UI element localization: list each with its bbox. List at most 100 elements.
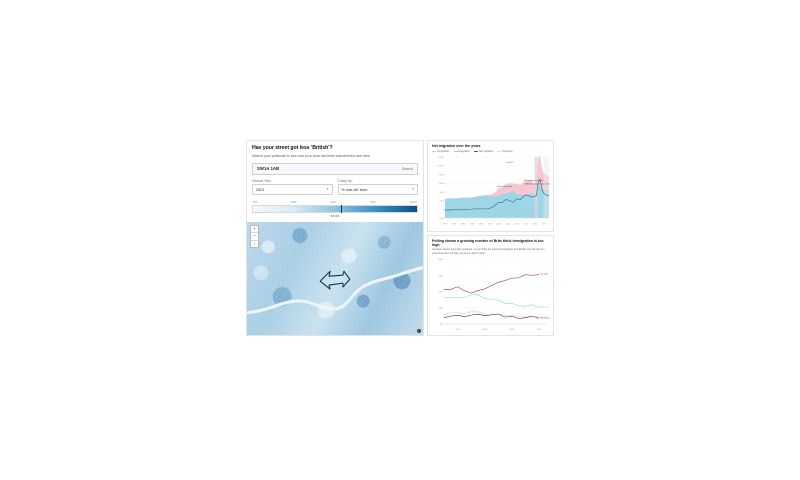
- svg-text:800k: 800k: [439, 174, 445, 176]
- svg-text:About right: About right: [540, 306, 550, 309]
- postcode-input[interactable]: [257, 166, 377, 172]
- svg-text:2010: 2010: [514, 223, 519, 225]
- svg-text:Don't know: Don't know: [540, 316, 550, 319]
- svg-text:Too low: Too low: [540, 317, 547, 319]
- svg-text:1980: 1980: [461, 223, 466, 225]
- svg-text:2026: 2026: [537, 329, 542, 331]
- colour-by-value: % non-UK born: [341, 187, 368, 192]
- polling-question: Question asked: Generally speaking, do y…: [432, 248, 545, 255]
- svg-text:2025: 2025: [541, 223, 546, 225]
- legend-tick: 100%: [409, 200, 417, 205]
- census-year-select[interactable]: 2021 ▾: [252, 184, 333, 196]
- svg-text:80%: 80%: [439, 259, 443, 261]
- legend-swatch-emigration: [453, 151, 458, 153]
- legend-swatch-immigration: [432, 151, 436, 153]
- postcode-explorer-panel: Has your street got less 'British'? Sear…: [246, 140, 424, 336]
- page-subtitle: Search your postcode to see how your are…: [252, 154, 371, 159]
- legend-item: Net migration: [473, 150, 494, 154]
- polling-svg: 80% 60% 40% 20% 0% Too high About right Too low…: [439, 259, 550, 331]
- polling-card: Polling shows a growing number of Brits …: [427, 235, 554, 336]
- locate-me-button[interactable]: ↑: [253, 240, 256, 246]
- svg-text:2020: 2020: [532, 223, 537, 225]
- legend-tick: 0%: [253, 200, 258, 205]
- page-title: Has your street got less 'British'?: [252, 145, 333, 151]
- net-migration-card: Net migration over the years Immigration…: [427, 140, 554, 232]
- svg-text:1970: 1970: [443, 223, 448, 225]
- explorer-controls: Has your street got less 'British'? Sear…: [247, 141, 423, 222]
- dashboard-stage: Has your street got less 'British'? Sear…: [246, 140, 554, 336]
- slider-handle[interactable]: [340, 204, 342, 214]
- legend-item: Emigration: [453, 150, 470, 154]
- svg-text:Too high: Too high: [540, 274, 548, 276]
- svg-text:Brexit referendum: Brexit referendum: [497, 185, 512, 188]
- selected-area-outline: [319, 270, 351, 290]
- map-zoom-controls[interactable]: + − ↑: [250, 224, 259, 249]
- census-year-value: 2021: [256, 187, 265, 192]
- polling-plot: 80% 60% 40% 20% 0% Too high About right Too low…: [432, 256, 550, 332]
- zoom-in-button[interactable]: +: [251, 226, 258, 234]
- svg-text:60%: 60%: [439, 275, 443, 277]
- legend-label: Emigration: [458, 150, 470, 154]
- map-texture: [247, 221, 423, 335]
- map-attribution-icon[interactable]: i: [416, 328, 421, 333]
- svg-text:400k: 400k: [439, 191, 445, 193]
- svg-text:0: 0: [443, 209, 445, 211]
- svg-text:t 906,000 in year to June 2023: t 906,000 in year to June 2023: [524, 182, 550, 185]
- legend-tick: 75%: [370, 200, 376, 205]
- svg-text:40%: 40%: [439, 292, 443, 294]
- polling-title: Polling shows a growing number of Brits …: [432, 239, 544, 248]
- slider-value: 53.4%: [330, 213, 340, 218]
- legend-item: Immigration: [432, 150, 450, 153]
- census-year-label: Census Year:: [252, 178, 272, 183]
- choropleth-map[interactable]: + − ↑ i: [247, 221, 423, 335]
- svg-text:200k: 200k: [439, 200, 445, 202]
- legend-swatch-net-migration: [473, 151, 478, 153]
- zoom-out-button[interactable]: −: [251, 233, 258, 241]
- legend-label: Projection: [502, 150, 513, 154]
- net-migration-title: Net migration over the years: [432, 144, 481, 148]
- charts-panel: Net migration over the years Immigration…: [427, 140, 554, 336]
- census-year-field: Census Year: 2021 ▾: [252, 179, 333, 196]
- svg-text:2024: 2024: [510, 329, 515, 331]
- map-vector-layer: [247, 265, 423, 315]
- legend-tick: 25%: [290, 200, 297, 205]
- legend-label: Net migration: [478, 150, 494, 154]
- colour-scale-legend: 0% 25% 50% 75% 100% 53.4%: [252, 200, 418, 218]
- svg-text:2005: 2005: [505, 223, 510, 225]
- legend-tick-labels: 0% 25% 50% 75% 100%: [252, 200, 418, 204]
- svg-text:0%: 0%: [440, 324, 443, 326]
- svg-text:1995: 1995: [488, 223, 493, 225]
- search-button[interactable]: Search: [401, 166, 413, 171]
- svg-text:20%: 20%: [439, 308, 443, 310]
- svg-text:2015: 2015: [523, 223, 528, 225]
- svg-text:1990: 1990: [479, 223, 484, 225]
- river-thames: [247, 265, 423, 315]
- filter-row: Census Year: 2021 ▾ Colour by: % non-UK …: [252, 179, 418, 196]
- svg-text:Net migration peaked a: Net migration peaked a: [524, 179, 544, 182]
- colour-by-label: Colour by:: [337, 178, 353, 183]
- svg-text:1985: 1985: [470, 223, 475, 225]
- net-migration-plot: 1,200k 1,000k 800k 600k 400k 200k 0 -200k Covid-…: [432, 155, 549, 227]
- net-migration-svg: 1,200k 1,000k 800k 600k 400k 200k 0 -200k Covid-…: [437, 155, 550, 225]
- svg-text:2020: 2020: [455, 329, 460, 331]
- legend-label: Immigration: [437, 150, 450, 154]
- postcode-search-row[interactable]: Search: [252, 162, 418, 175]
- svg-text:1,200k: 1,200k: [437, 157, 444, 159]
- svg-text:1,000k: 1,000k: [437, 165, 444, 167]
- net-migration-legend: Immigration Emigration Net migration Pro…: [432, 150, 549, 153]
- colour-scale-slider[interactable]: [252, 204, 418, 214]
- legend-item: Projection: [497, 150, 513, 153]
- svg-text:-200k: -200k: [439, 218, 445, 220]
- svg-text:2022: 2022: [482, 329, 487, 331]
- colour-by-select[interactable]: % non-UK born ▾: [337, 184, 418, 196]
- svg-text:2000: 2000: [496, 223, 501, 225]
- svg-text:Covid-19: Covid-19: [506, 162, 515, 164]
- svg-text:1975: 1975: [452, 223, 457, 225]
- chevron-down-icon: ▾: [412, 186, 414, 191]
- legend-tick: 50%: [330, 200, 337, 205]
- legend-swatch-projection: [497, 151, 502, 153]
- colour-by-field: Colour by: % non-UK born ▾: [337, 178, 418, 196]
- map-tiles: [247, 221, 423, 335]
- svg-text:600k: 600k: [439, 183, 445, 185]
- chevron-down-icon: ▾: [326, 186, 329, 191]
